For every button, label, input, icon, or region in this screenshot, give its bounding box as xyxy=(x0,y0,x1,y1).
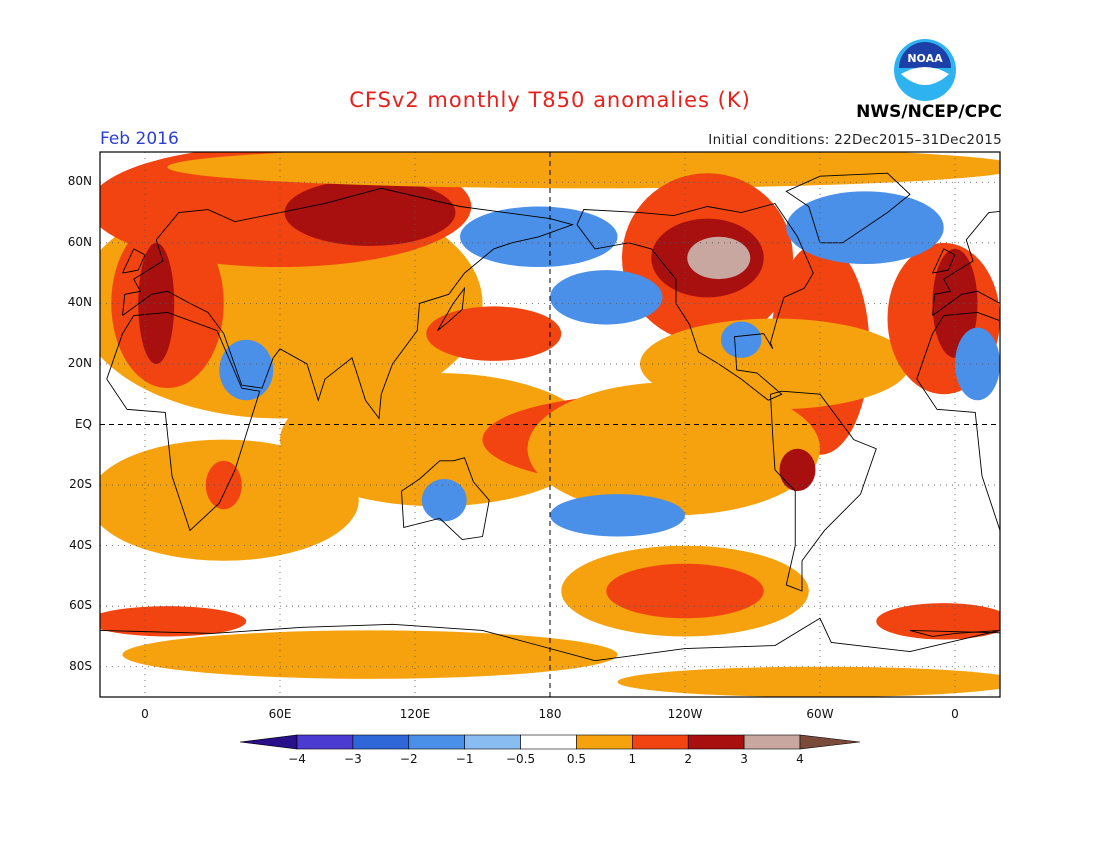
coastline-6 xyxy=(100,617,1000,662)
colorbar-tick-label: 3 xyxy=(740,752,748,766)
colorbar-tick-label: 0.5 xyxy=(566,752,586,766)
lon-tick-label: 180 xyxy=(538,707,562,721)
colorbar-swatch xyxy=(743,734,801,750)
anomaly-region-13 xyxy=(426,306,562,361)
colorbar-max-arrow xyxy=(799,734,861,750)
colorbar-tick-label: 1 xyxy=(628,752,637,766)
lat-tick-label: 40S xyxy=(69,537,92,552)
colorbar-tick-label: −4 xyxy=(288,752,306,766)
lon-tick-label: 120E xyxy=(399,707,431,721)
noaa-logo-icon: NOAA xyxy=(894,39,956,101)
logo-text: NOAA xyxy=(907,52,943,65)
lat-tick-label: 60S xyxy=(69,598,92,613)
colorbar-swatch xyxy=(296,734,354,750)
lon-tick-label: 60W xyxy=(806,707,834,721)
coastline-9 xyxy=(437,286,466,331)
lat-tick-label: EQ xyxy=(74,416,92,431)
coastline-1 xyxy=(122,187,575,420)
anomaly-region-22 xyxy=(100,606,247,637)
anomaly-region-4 xyxy=(138,242,175,364)
anomaly-region-30 xyxy=(421,479,467,522)
initial-conditions-label: Initial conditions: 22Dec2015–31Dec2015 xyxy=(708,132,1002,148)
anomaly-region-2 xyxy=(284,179,456,246)
lon-tick-label: 0 xyxy=(951,707,959,721)
colorbar-swatch xyxy=(576,734,633,750)
lat-tick-label: 60N xyxy=(67,234,92,249)
anomaly-region-21 xyxy=(606,563,764,619)
lat-tick-label: 20N xyxy=(67,355,92,370)
coastline-0-wrap xyxy=(916,312,1000,532)
colorbar-tick-label: −0.5 xyxy=(505,752,536,766)
lat-tick-label: 20S xyxy=(69,477,92,492)
anomaly-region-25 xyxy=(876,603,1000,640)
colorbar-tick-label: 2 xyxy=(684,752,693,766)
colorbar-tick-label: −3 xyxy=(344,752,362,766)
coastline-0 xyxy=(106,312,261,532)
map-title: CFSv2 monthly T850 anomalies (K) xyxy=(349,88,751,112)
lat-tick-label: 80S xyxy=(69,658,92,673)
valid-month-label: Feb 2016 xyxy=(100,129,179,149)
lat-tick-label: 80N xyxy=(67,174,92,189)
map-frame xyxy=(99,151,1001,698)
colorbar-swatch xyxy=(464,734,521,750)
coastline-4 xyxy=(770,390,877,592)
colorbar-swatch xyxy=(408,734,465,750)
colorbar-swatch xyxy=(687,734,745,750)
colorbar-tick-label: −1 xyxy=(455,752,474,766)
lon-tick-label: 120W xyxy=(667,707,703,721)
anomaly-region-33 xyxy=(955,327,1000,401)
coastline-3 xyxy=(576,202,814,401)
anomaly-region-5 xyxy=(167,152,1000,189)
anomaly-region-16 xyxy=(527,382,820,516)
colorbar-tick-label: 4 xyxy=(796,752,804,766)
anomaly-region-31 xyxy=(550,494,685,537)
lon-tick-label: 0 xyxy=(141,707,149,721)
colorbar-swatch xyxy=(632,734,689,750)
colorbar-swatch xyxy=(520,734,577,750)
colorbar-min-arrow xyxy=(239,734,298,750)
lon-tick-label: 60E xyxy=(268,707,292,721)
anomaly-region-19 xyxy=(205,460,242,510)
coastline-7 xyxy=(909,629,1000,637)
anomaly-region-24 xyxy=(617,666,1000,697)
coastline-5 xyxy=(785,172,911,244)
colorbar-swatch xyxy=(352,734,410,750)
anomaly-region-32 xyxy=(721,321,762,358)
anomaly-region-8 xyxy=(687,236,751,280)
anomaly-region-12 xyxy=(932,248,978,358)
anomaly-region-23 xyxy=(122,630,618,679)
organization-label: NWS/NCEP/CPC xyxy=(856,102,1002,122)
colorbar-tick-label: −2 xyxy=(399,752,418,766)
lat-tick-label: 40N xyxy=(67,295,92,310)
anomaly-region-14 xyxy=(280,373,595,507)
anomaly-region-27 xyxy=(550,270,663,325)
anomaly-region-29 xyxy=(219,339,274,401)
coastline-2 xyxy=(401,457,490,541)
anomaly-region-17 xyxy=(779,448,816,492)
